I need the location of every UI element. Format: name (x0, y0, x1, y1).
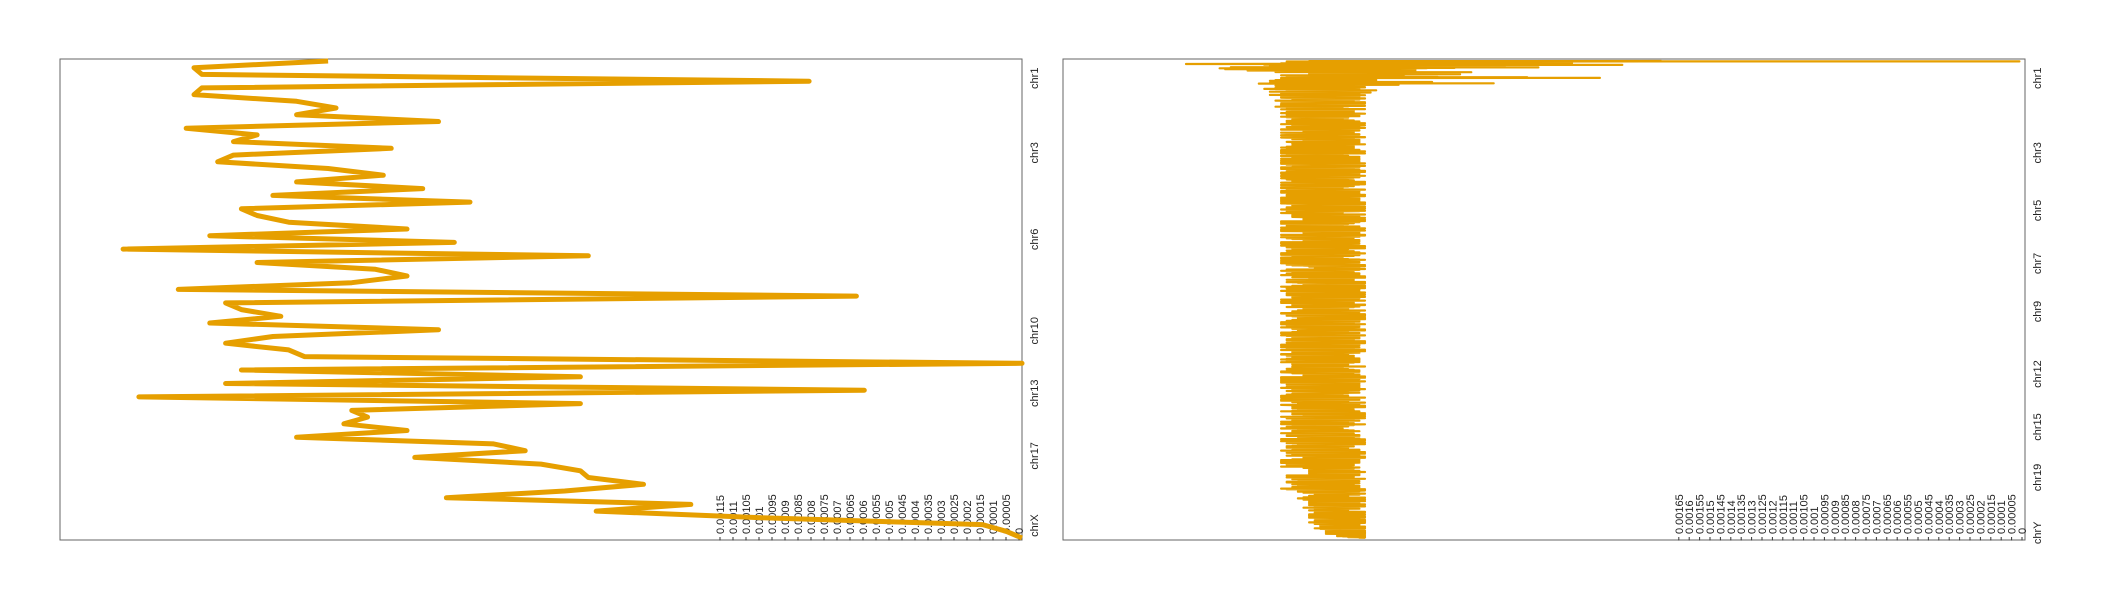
value-tick-label: 0 (2017, 528, 2029, 534)
value-tick-label: 0.0006 (1892, 500, 1904, 534)
value-tick-label: 0.0007 (832, 500, 844, 534)
chromosome-label: chr5 (2032, 200, 2044, 221)
value-tick-label: 0.0001 (1996, 500, 2008, 534)
value-tick-label: 0.00045 (897, 494, 909, 534)
value-tick-label: 0.00105 (1799, 494, 1811, 534)
value-tick-label: 0.00125 (1757, 494, 1769, 534)
value-tick-label: 0.00015 (975, 494, 987, 534)
chromosome-label: chr6 (1029, 229, 1041, 250)
value-tick-label: 0.00135 (1736, 494, 1748, 534)
series-line (120, 58, 1025, 541)
value-tick-label: 0.0002 (962, 500, 974, 534)
value-tick-label: 0.0005 (884, 500, 896, 534)
value-tick-label: 0.00065 (845, 494, 857, 534)
left-genome-panel: 0.00115 0.0011 0.00105 0.001 0.00095 0.0009 0.… (59, 58, 1041, 541)
value-tick-label: 0.00035 (1944, 494, 1956, 534)
value-tick-label: 0.00075 (1861, 494, 1873, 534)
value-tick-label: 0.0009 (1830, 500, 1842, 534)
value-tick-label: 0.00075 (819, 494, 831, 534)
value-tick-label: 0.0013 (1747, 500, 1759, 534)
value-tick-label: 0.00105 (741, 494, 753, 534)
value-tick-label: 0.0007 (1871, 500, 1883, 534)
value-tick-label: 0.0011 (1788, 501, 1800, 534)
value-tick-label: 0.00025 (949, 494, 961, 534)
value-tick-label: 0.00155 (1695, 494, 1707, 534)
value-tick-label: 0.00085 (1840, 494, 1852, 534)
chromosome-label: chrY (2032, 521, 2044, 544)
value-tick-label: 0.00165 (1674, 494, 1686, 534)
series-line (1184, 59, 2021, 540)
chromosome-label: chr3 (2032, 142, 2044, 163)
value-tick-label: 0.0008 (1851, 500, 1863, 534)
plot-frame (1062, 58, 2026, 541)
chromosome-label: chr3 (1029, 142, 1041, 163)
value-tick-label: 0.00015 (1986, 494, 1998, 534)
chromosome-label: chr13 (1029, 380, 1041, 408)
plot-frame (59, 58, 1023, 541)
right-genome-panel: 0.001650.00160.001550.00150.001450.00140… (1062, 58, 2044, 544)
value-tick-label: 0.0004 (1934, 500, 1946, 534)
value-tick-label: 0.00065 (1882, 494, 1894, 534)
chromosome-label: chr17 (1029, 442, 1041, 470)
value-tick-label: 0.00005 (1001, 494, 1013, 534)
value-tick-label: 0.0006 (858, 500, 870, 534)
value-tick-label: 0.0016 (1684, 500, 1696, 534)
value-tick-label: 0.0005 (1913, 500, 1925, 534)
value-tick-label: 0.00045 (1923, 494, 1935, 534)
value-tick-label: 0.001 (754, 506, 766, 534)
value-tick-label: 0.00055 (871, 494, 883, 534)
chromosome-label: chr10 (1029, 317, 1041, 345)
chromosome-label: chr7 (2032, 253, 2044, 274)
value-tick-label: 0 (1014, 528, 1026, 534)
value-tick-label: 0.0014 (1726, 500, 1738, 534)
value-tick-label: 0.00095 (767, 494, 779, 534)
chromosome-label: chr15 (2032, 413, 2044, 441)
value-tick-label: 0.00085 (793, 494, 805, 534)
value-tick-label: 0.00025 (1965, 494, 1977, 534)
chromosome-label: chr1 (2032, 68, 2044, 89)
value-tick-label: 0.0003 (936, 500, 948, 534)
value-tick-label: 0.0004 (910, 500, 922, 534)
value-tick-label: 0.00035 (923, 494, 935, 534)
value-tick-label: 0.0003 (1955, 500, 1967, 534)
chromosome-label: chr19 (2032, 464, 2044, 492)
value-tick-label: 0.0012 (1767, 500, 1779, 534)
value-tick-label: 0.0002 (1975, 500, 1987, 534)
value-tick-label: 0.00055 (1903, 494, 1915, 534)
value-tick-label: 0.001 (1809, 506, 1821, 534)
chromosome-label: chr12 (2032, 360, 2044, 388)
value-tick-label: 0.0015 (1705, 500, 1717, 534)
value-tick-label: 0.00005 (2007, 494, 2019, 534)
chromosome-label: chr9 (2032, 301, 2044, 322)
value-tick-label: 0.00095 (1819, 494, 1831, 534)
value-tick-label: 0.00115 (1778, 495, 1790, 534)
chromosome-label: chr1 (1029, 68, 1041, 89)
value-tick-label: 0.00145 (1715, 494, 1727, 534)
chromosome-label: chrX (1029, 514, 1041, 537)
